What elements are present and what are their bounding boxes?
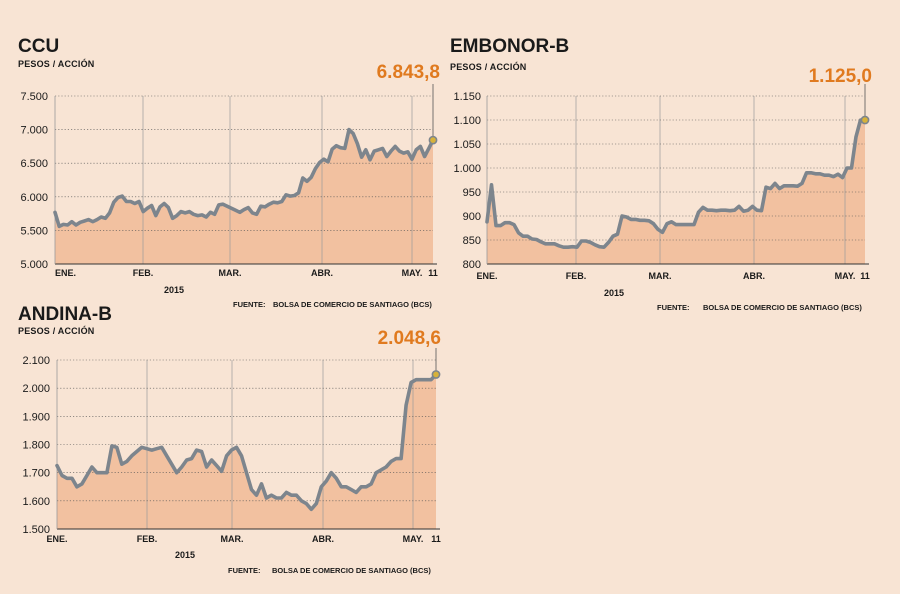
x-tick-label: 11 [431, 534, 441, 544]
y-tick-label: 2.100 [22, 355, 50, 367]
x-tick-label: ABR. [312, 534, 334, 544]
chart-title: ANDINA-B [18, 304, 112, 325]
y-tick-label: 1.900 [22, 411, 50, 423]
last-value-label: 1.125,0 [809, 66, 872, 87]
embonor-chart: EMBONOR-B PESOS / ACCIÓN 1.125,0 2015 1.… [450, 36, 872, 298]
source-note-embonor: FUENTE: BOLSA DE COMERCIO DE SANTIAGO (B… [657, 303, 862, 312]
x-tick-label: MAR. [219, 268, 242, 278]
y-tick-label: 1.150 [453, 91, 481, 103]
x-tick-label: 11 [428, 268, 438, 278]
x-tick-label: MAY. [402, 268, 423, 278]
source-label: FUENTE: [657, 303, 690, 312]
price-line [55, 372, 438, 512]
x-tick-label: MAY. [403, 534, 424, 544]
andina-chart: ANDINA-B PESOS / ACCIÓN 2.048,6 2015 2.1… [18, 304, 441, 560]
y-tick-label: 1.000 [453, 163, 481, 175]
y-tick-label: 800 [463, 259, 481, 271]
y-tick-label: 950 [463, 187, 481, 199]
y-tick-label: 1.100 [453, 115, 481, 127]
y-tick-label: 1.500 [22, 524, 50, 536]
y-tick-label: 850 [463, 235, 481, 247]
y-unit-label: PESOS / ACCIÓN [450, 61, 526, 72]
x-tick-label: MAR. [221, 534, 244, 544]
chart-title: EMBONOR-B [450, 36, 569, 57]
last-value-label: 2.048,6 [378, 328, 441, 349]
x-tick-label: MAY. [835, 271, 856, 281]
y-tick-label: 1.050 [453, 139, 481, 151]
y-tick-label: 1.800 [22, 440, 50, 452]
source-text: BOLSA DE COMERCIO DE SANTIAGO (BCS) [273, 300, 432, 309]
y-tick-label: 7.000 [20, 125, 48, 137]
x-tick-label: FEB. [137, 534, 158, 544]
y-tick-label: 1.700 [22, 468, 50, 480]
y-unit-label: PESOS / ACCIÓN [18, 58, 94, 69]
last-value-marker [860, 115, 870, 125]
y-tick-label: 5.500 [20, 225, 48, 237]
x-tick-label: ENE. [46, 534, 67, 544]
x-tick-label: ABR. [311, 268, 333, 278]
area-fill [55, 129, 433, 264]
x-tick-label: 11 [860, 271, 870, 281]
last-value-marker [431, 370, 441, 379]
source-note-andina: FUENTE: BOLSA DE COMERCIO DE SANTIAGO (B… [228, 566, 431, 575]
source-label: FUENTE: [228, 566, 261, 575]
year-label: 2015 [175, 550, 195, 560]
x-tick-label: ENE. [55, 268, 76, 278]
year-label: 2015 [604, 288, 624, 298]
price-line [53, 127, 435, 229]
ccu-chart: CCU PESOS / ACCIÓN 6.843,8 2015 7.500 7.0… [18, 36, 440, 295]
y-tick-label: 5.000 [20, 259, 48, 271]
y-unit-label: PESOS / ACCIÓN [18, 325, 94, 336]
area-fill [57, 374, 436, 529]
last-value-marker [428, 135, 438, 145]
y-tick-label: 1.600 [22, 496, 50, 508]
price-line [485, 118, 867, 249]
year-label: 2015 [164, 285, 184, 295]
x-tick-label: ABR. [743, 271, 765, 281]
y-tick-label: 900 [463, 211, 481, 223]
y-tick-label: 7.500 [20, 91, 48, 103]
x-tick-label: FEB. [566, 271, 587, 281]
chart-title: CCU [18, 36, 59, 57]
source-text: BOLSA DE COMERCIO DE SANTIAGO (BCS) [272, 566, 431, 575]
x-tick-label: ENE. [476, 271, 497, 281]
area-fill [487, 120, 865, 264]
last-value-label: 6.843,8 [377, 62, 440, 83]
y-tick-label: 6.500 [20, 158, 48, 170]
y-tick-label: 6.000 [20, 192, 48, 204]
x-tick-label: FEB. [133, 268, 154, 278]
y-tick-label: 2.000 [22, 383, 50, 395]
source-note-ccu: FUENTE: BOLSA DE COMERCIO DE SANTIAGO (B… [233, 300, 432, 309]
x-tick-label: MAR. [649, 271, 672, 281]
source-label: FUENTE: [233, 300, 266, 309]
source-text: BOLSA DE COMERCIO DE SANTIAGO (BCS) [703, 303, 862, 312]
